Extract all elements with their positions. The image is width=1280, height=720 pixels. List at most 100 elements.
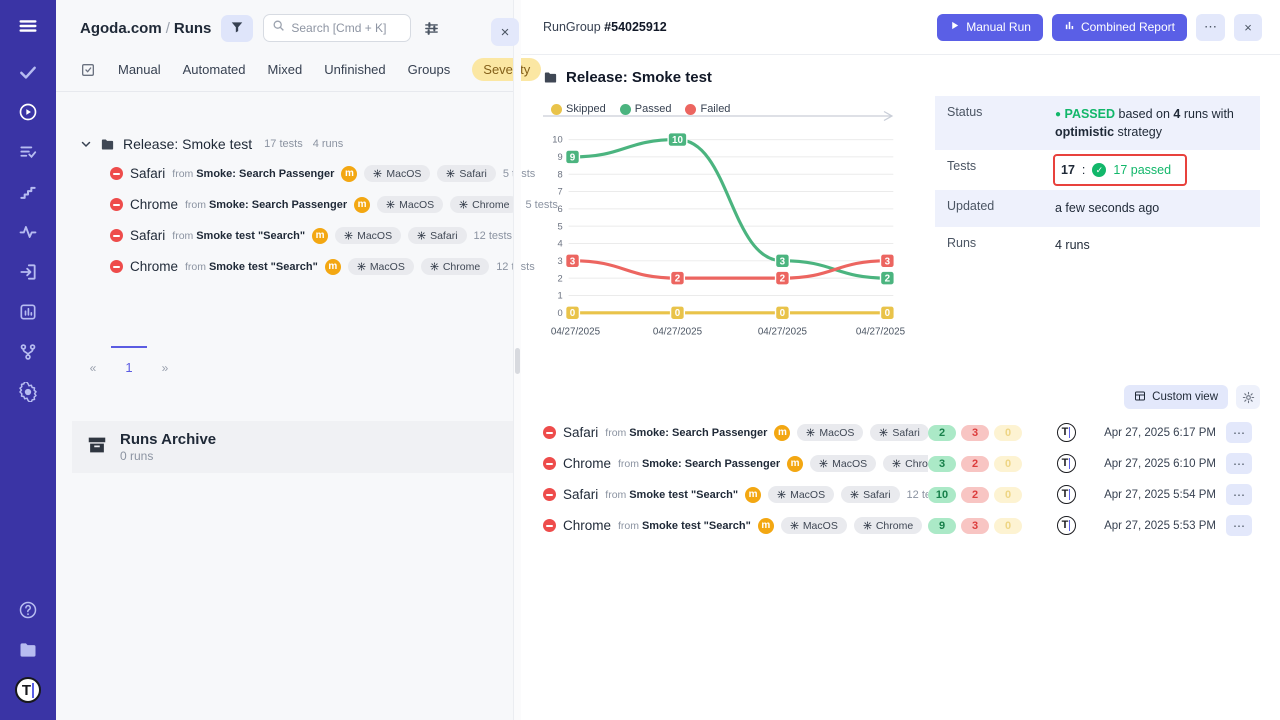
passed-count-badge: 3: [928, 455, 956, 472]
select-checkbox-icon[interactable]: [80, 62, 96, 78]
manual-run-button[interactable]: Manual Run: [937, 13, 1043, 41]
close-panel-button[interactable]: ×: [491, 18, 519, 46]
row-more-button[interactable]: ⋯: [1226, 484, 1252, 505]
tab-severity[interactable]: Severity: [472, 58, 542, 81]
menu-icon: [17, 15, 39, 37]
passed-count-badge: 9: [928, 517, 956, 534]
combined-report-button[interactable]: Combined Report: [1051, 13, 1187, 41]
runs-icon: [18, 102, 38, 122]
failed-count-badge: 3: [961, 517, 989, 534]
manual-badge: m: [745, 486, 762, 503]
row-more-button[interactable]: ⋯: [1226, 453, 1252, 474]
list-settings-gear-icon[interactable]: [1236, 385, 1260, 409]
sidebar-item-menu[interactable]: [0, 0, 56, 52]
run-list-row[interactable]: Chrome from Smoke: Search Passenger m MacOS…: [543, 448, 1260, 479]
run-list-row[interactable]: Chrome from Smoke test "Search" m MacOS Chro…: [543, 510, 1260, 541]
breadcrumb-project[interactable]: Agoda.com: [80, 19, 162, 37]
run-list-row[interactable]: Safari from Smoke: Search Passenger m MacOS…: [543, 417, 1260, 448]
row-more-button[interactable]: ⋯: [1226, 422, 1252, 443]
scrollbar-thumb[interactable]: [515, 348, 520, 374]
row-more-button[interactable]: ⋯: [1226, 515, 1252, 536]
svg-text:9: 9: [570, 152, 576, 163]
failed-status-icon: [543, 426, 556, 439]
page-title: Release: Smoke test: [566, 69, 712, 86]
gear-icon: [777, 490, 786, 499]
run-source: from Smoke test "Search": [172, 229, 306, 242]
svg-text:0: 0: [570, 308, 576, 319]
failed-count-badge: 2: [961, 455, 989, 472]
run-source: from Smoke: Search Passenger: [172, 167, 335, 180]
env-chip: MacOS: [780, 517, 847, 534]
svg-text:2: 2: [557, 273, 562, 283]
legend-dot-icon: [619, 103, 631, 115]
runs-archive[interactable]: Runs Archive 0 runs: [72, 421, 513, 473]
pagination-page-1[interactable]: 1: [110, 346, 148, 375]
tab-manual[interactable]: Manual: [118, 62, 161, 77]
failed-count-badge: 3: [961, 424, 989, 441]
svg-text:0: 0: [780, 308, 786, 319]
status-badge: PASSED: [1064, 107, 1116, 121]
run-tree-item[interactable]: Chrome from Smoke: Search Passenger m MacOS…: [80, 189, 558, 220]
env-chip: MacOS: [335, 227, 402, 244]
tests-passed-link[interactable]: 17 passed: [1113, 163, 1172, 178]
sidebar-item-import[interactable]: [0, 252, 56, 292]
pagination-prev-button[interactable]: «: [80, 361, 106, 375]
svg-text:0: 0: [885, 308, 891, 319]
env-chip: MacOS: [768, 486, 835, 503]
gear-icon: [417, 231, 426, 240]
sidebar-item-logo[interactable]: T: [0, 670, 56, 710]
run-group-row[interactable]: Release: Smoke test 17 tests 4 runs: [80, 136, 503, 152]
rungroup-header: RunGroup #54025912 Manual Run Combined R…: [521, 0, 1280, 55]
timeline-arrow-icon: [543, 110, 894, 122]
legend-dot-icon: [551, 103, 562, 115]
svg-text:04/27/2025: 04/27/2025: [856, 326, 906, 337]
run-list-row[interactable]: Safari from Smoke test "Search" m MacOS Safa…: [543, 479, 1260, 510]
tab-unfinished[interactable]: Unfinished: [324, 62, 386, 77]
sidebar-item-runs[interactable]: [0, 92, 56, 132]
gear-icon: [357, 262, 366, 271]
run-name: Chrome: [563, 518, 612, 533]
close-detail-button[interactable]: ×: [1234, 13, 1262, 41]
env-chip: MacOS: [797, 424, 864, 441]
sidebar: T: [0, 0, 56, 720]
failed-status-icon: [110, 167, 123, 180]
run-tree-item[interactable]: Chrome from Smoke test "Search" m MacOS Chro…: [80, 251, 535, 282]
env-chip: Chrome: [420, 258, 490, 275]
filter-button[interactable]: [221, 14, 254, 42]
run-tree-item[interactable]: Safari from Smoke: Search Passenger m MacOS…: [80, 158, 535, 189]
milestones-icon: [18, 182, 38, 202]
env-chip: Chrome: [853, 517, 923, 534]
sidebar-item-settings[interactable]: [0, 372, 56, 412]
tab-mixed[interactable]: Mixed: [267, 62, 303, 77]
status-row: Status ● PASSED based on 4 runs with opt…: [935, 96, 1260, 151]
pagination-next-button[interactable]: »: [152, 361, 178, 375]
sidebar-item-analytics[interactable]: [0, 292, 56, 332]
legend-item-skipped: Skipped: [551, 103, 606, 115]
testomatio-logo-icon: T: [15, 677, 41, 703]
run-source: from Smoke test "Search": [618, 519, 751, 532]
run-tree-item[interactable]: Safari from Smoke test "Search" m MacOS Safa…: [80, 220, 512, 251]
tab-groups[interactable]: Groups: [407, 62, 451, 77]
sidebar-item-tests[interactable]: [0, 52, 56, 92]
svg-text:2: 2: [780, 274, 786, 285]
archive-title: Runs Archive: [120, 431, 217, 448]
sidebar-item-test-plans[interactable]: [0, 132, 56, 172]
rungroup-title: Release: Smoke test: [543, 69, 1260, 86]
chevron-down-icon[interactable]: [80, 138, 92, 150]
gear-icon: [819, 459, 828, 468]
svg-text:1: 1: [557, 291, 562, 301]
run-name: Safari: [130, 166, 166, 181]
sidebar-item-help[interactable]: [0, 590, 56, 630]
analytics-icon: [18, 302, 38, 322]
svg-text:04/27/2025: 04/27/2025: [758, 326, 808, 337]
more-menu-button[interactable]: ⋯: [1196, 13, 1225, 41]
custom-view-button[interactable]: Custom view: [1124, 385, 1228, 409]
sidebar-item-branches[interactable]: [0, 332, 56, 372]
env-chip: Safari: [841, 486, 900, 503]
sidebar-item-activity[interactable]: [0, 212, 56, 252]
tab-automated[interactable]: Automated: [182, 62, 246, 77]
sidebar-item-archive[interactable]: [0, 630, 56, 670]
search-input[interactable]: [291, 21, 403, 35]
sidebar-item-milestones[interactable]: [0, 172, 56, 212]
sliders-icon[interactable]: [421, 18, 442, 39]
